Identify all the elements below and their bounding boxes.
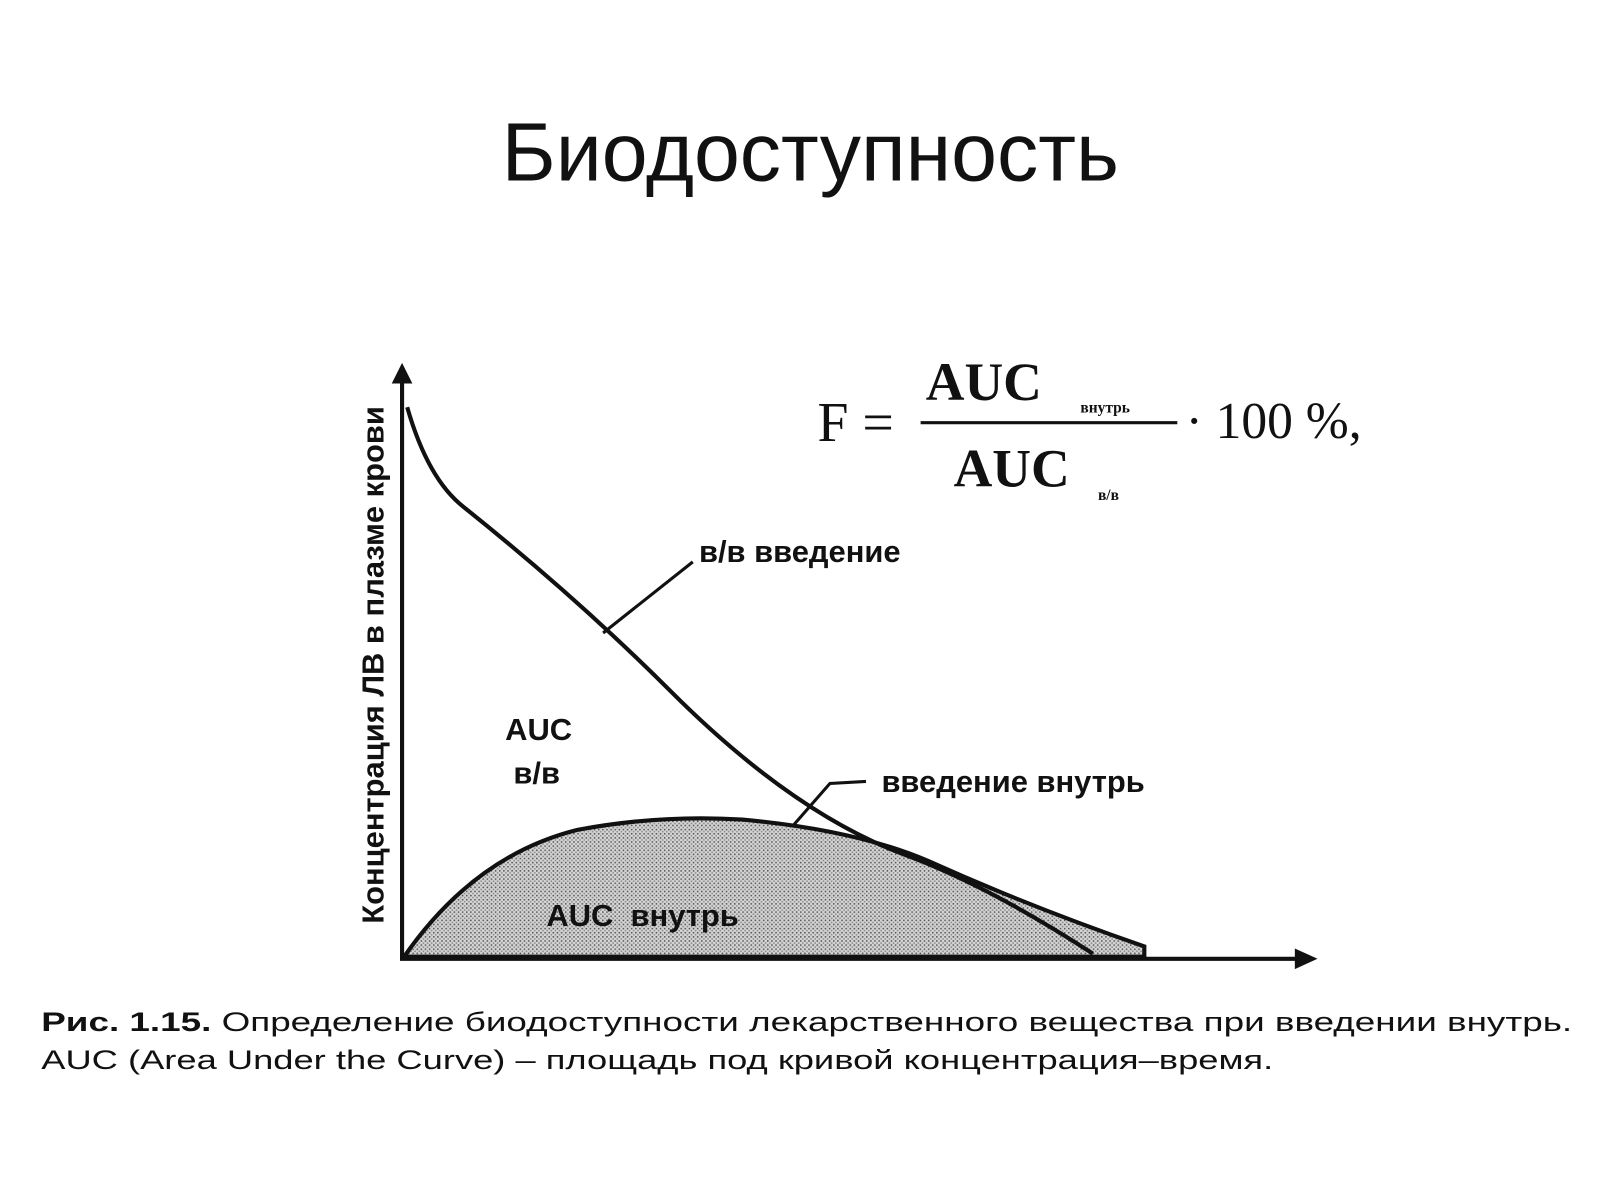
auc-iv-label: AUC (505, 712, 572, 747)
y-axis-label: Концентрация ЛВ в плазме крови (356, 406, 391, 924)
leader-line (602, 560, 694, 635)
formula-denominator-sub: в/в (1098, 487, 1119, 504)
iv-curve (405, 406, 1094, 956)
auc-oral-label: AUC внутрь (546, 898, 738, 933)
leader-line (792, 779, 867, 826)
caption-text: Определение биодоступности лекарственног… (222, 1007, 1573, 1037)
x-axis-arrow (1294, 948, 1318, 970)
iv-curve-label: в/в введение (699, 534, 901, 569)
formula-factor: · 100 %, (1186, 393, 1362, 450)
auc-oral-area (400, 816, 1147, 959)
figure-number: Рис. 1.15. (41, 1007, 211, 1037)
formula-lhs: F = (818, 392, 894, 454)
y-axis-arrow (391, 362, 413, 384)
formula-numerator: AUC (926, 352, 1042, 412)
formula-denominator: AUC (954, 439, 1070, 499)
formula-numerator-sub: внутрь (1080, 399, 1130, 416)
slide-title: Биодоступность (502, 106, 1119, 198)
oral-curve-label: введение внутрь (881, 764, 1144, 799)
caption-line: Рис. 1.15. Определение биодоступности ле… (41, 1007, 1572, 1037)
caption-line: AUC (Area Under the Curve) – площадь под… (41, 1045, 1273, 1075)
auc-iv-sub: в/в (513, 756, 560, 791)
